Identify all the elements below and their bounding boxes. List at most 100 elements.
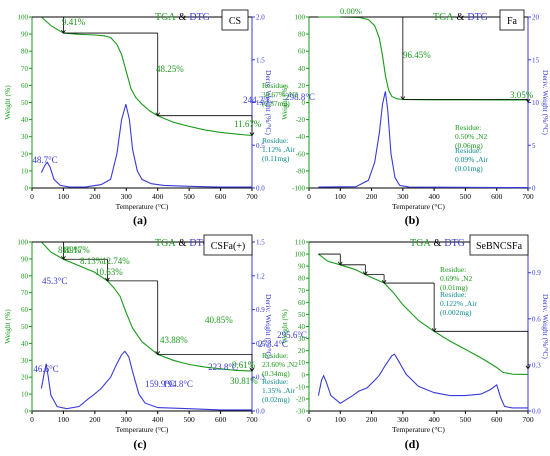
x-tick-label: 500 — [184, 192, 196, 201]
residue-text: Residue: — [455, 146, 481, 155]
x-tick-label: 100 — [58, 415, 70, 424]
sample-box — [221, 9, 249, 31]
y-right-tick-label: 0.3 — [256, 374, 265, 382]
peak-label: 244.2°C — [243, 95, 273, 105]
x-tick-label: 0 — [30, 415, 34, 424]
y-axis-left-label: Weight (%) — [3, 85, 12, 120]
y-left-tick-label: 40 — [298, 65, 306, 73]
y-left-tick-label: 50 — [21, 323, 29, 331]
y-left-tick-label: 40 — [298, 323, 306, 331]
step-label: 9.61% — [232, 360, 256, 370]
y-left-tick-label: 0 — [302, 99, 306, 107]
y-left-tick-label: 10 — [21, 391, 29, 399]
x-tick-label: 0 — [30, 192, 34, 201]
legend-tga: TGA — [410, 238, 431, 249]
dtg-line — [40, 104, 252, 188]
step-arrow — [249, 132, 253, 136]
step-arrow — [63, 256, 66, 260]
step-arrow — [157, 351, 161, 355]
step-arrow — [155, 351, 159, 355]
y-left-tick-label: 10 — [298, 359, 306, 367]
legend-tga: TGA — [155, 12, 176, 23]
peak-label: 194.8°C — [163, 379, 193, 389]
residue-text: 30.67% ,N2 — [262, 90, 298, 99]
panel-3: 0 100 200 300 400 500 600 700-30-20-10010203040… — [33, 234, 550, 451]
x-tick-label: 700 — [246, 415, 258, 424]
y-left-tick-label: -30 — [296, 408, 306, 416]
y-left-tick-label: 80 — [21, 48, 29, 56]
y-axis-right-label: Deriv. Weight (%/°C) — [264, 294, 273, 359]
x-tick-label: 500 — [460, 192, 472, 201]
x-tick-label: 400 — [152, 192, 164, 201]
tga-line — [40, 241, 253, 372]
legend-title: TGA & DTG — [433, 12, 488, 23]
dtg-line — [317, 353, 528, 409]
step-arrow — [155, 112, 159, 116]
y-left-tick-label: 60 — [298, 299, 306, 307]
residue-text: (0.002mg) — [440, 308, 472, 317]
step-label: 96.45% — [403, 50, 431, 60]
y-left-tick-label: 90 — [21, 31, 29, 39]
legend-title: TGA & DTG — [410, 238, 465, 249]
residue-text: (0.02mg) — [262, 395, 290, 404]
step-arrow — [383, 279, 387, 284]
y-right-tick-label: 0.3 — [532, 361, 541, 369]
residue-text: (0.11mg) — [262, 154, 290, 163]
step-arrow — [249, 367, 253, 372]
y-right-tick-label: 0.6 — [532, 315, 541, 323]
peak-label: 223.8°C — [208, 362, 238, 372]
residue-text: (0.01mg) — [455, 164, 483, 173]
legend-amp: & — [179, 12, 187, 23]
y-right-tick-label: 1.5 — [256, 239, 265, 247]
x-axis-label: Temperature (°C) — [116, 425, 169, 434]
y-left-tick-label: 100 — [295, 14, 306, 22]
x-tick-label: 100 — [335, 415, 347, 424]
sample-name: SeBNCSFa — [476, 241, 523, 252]
panel-2: 0 100 200 300 400 500 600 700010203040506070809… — [3, 234, 307, 451]
sample-name: CSFa(+) — [211, 241, 246, 252]
legend-dtg: DTG — [189, 238, 210, 249]
step-arrow — [107, 277, 110, 282]
step-arrow — [400, 96, 404, 100]
sample-box — [469, 234, 529, 256]
sample-name: CS — [229, 16, 241, 27]
y-left-tick-label: 110 — [295, 239, 306, 247]
dtg-line — [318, 91, 529, 189]
step-label: 12.74% — [102, 256, 130, 266]
residue-text: 1.35% ,Air — [262, 386, 296, 395]
legend-dtg: DTG — [467, 12, 488, 23]
peak-label: 48.7°C — [32, 155, 57, 165]
residue-text: Residue: — [440, 290, 466, 299]
y-left-tick-label: 40 — [21, 340, 29, 348]
y-axis-right-label: Deriv. Weight (%/°C) — [541, 294, 550, 359]
x-tick-label: 500 — [184, 415, 196, 424]
x-tick-label: 200 — [366, 415, 378, 424]
y-left-tick-label: 70 — [21, 65, 29, 73]
residue-text: (0.34mg) — [262, 369, 290, 378]
y-axis-left-label: Weight (%) — [280, 85, 289, 120]
x-tick-label: 300 — [121, 192, 133, 201]
step-arrow — [251, 367, 255, 372]
y-right-tick-label: 2.0 — [256, 14, 265, 22]
y-left-tick-label: 100 — [295, 251, 306, 259]
legend-title: TGA & DTG — [155, 12, 210, 23]
step-arrow — [364, 271, 368, 275]
y-left-tick-label: 90 — [21, 255, 29, 263]
y-right-tick-label: 1.5 — [256, 56, 265, 64]
step-arrow — [105, 277, 108, 282]
y-right-tick-label: 15 — [532, 56, 540, 64]
residue-text: Residue: — [262, 81, 288, 90]
legend-tga: TGA — [155, 238, 176, 249]
y-left-tick-label: 20 — [21, 374, 29, 382]
residue-text: (0.06mg) — [455, 141, 483, 150]
y-left-tick-label: -80 — [296, 167, 306, 175]
residue-text: 23.60% ,N2 — [262, 360, 298, 369]
y-right-tick-label: 0.0 — [256, 408, 265, 416]
step-arrow — [402, 96, 406, 100]
y-right-tick-label: 10 — [532, 99, 540, 107]
peak-label: 298.8°C — [285, 92, 315, 102]
y-left-tick-label: 0 — [25, 185, 29, 193]
y-left-tick-label: 70 — [298, 287, 306, 295]
y-left-tick-label: 80 — [298, 275, 306, 283]
